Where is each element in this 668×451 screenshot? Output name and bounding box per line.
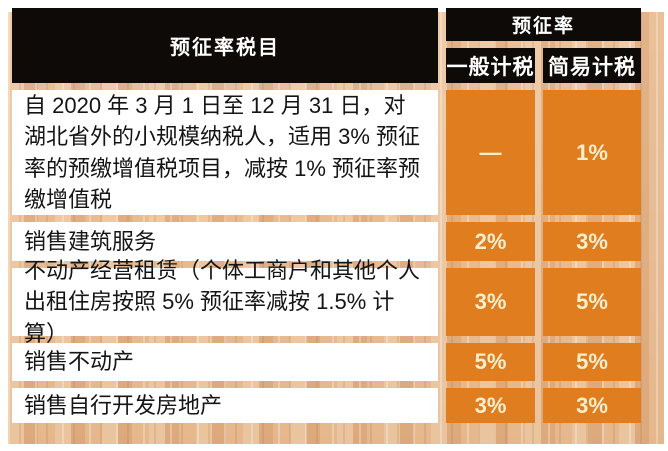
rate-cell-simplified: 3% <box>543 388 641 423</box>
rate-cell-general: 2% <box>446 222 535 261</box>
rate-cell-general: 3% <box>446 388 535 423</box>
rate-cell-simplified: 5% <box>543 268 641 336</box>
header-general-taxation: 一般计税 <box>446 48 535 83</box>
withholding-rate-table: 预征率税目 预征率 一般计税 简易计税 自 2020 年 3 月 1 日至 12… <box>12 8 641 423</box>
table-row-item: 自 2020 年 3 月 1 日至 12 月 31 日，对湖北省外的小规模纳税人… <box>12 90 438 215</box>
rate-cell-simplified: 1% <box>543 90 641 215</box>
table-row-item: 销售自行开发房地产 <box>12 388 438 423</box>
header-rate-group: 预征率 <box>446 8 641 41</box>
rate-cell-general: 5% <box>446 343 535 381</box>
rate-cell-general: — <box>446 90 535 215</box>
table-row-item: 销售不动产 <box>12 343 438 381</box>
rate-cell-general: 3% <box>446 268 535 336</box>
rate-cell-simplified: 3% <box>543 222 641 261</box>
table-row-item: 销售建筑服务 <box>12 222 438 261</box>
header-simplified-taxation: 简易计税 <box>543 48 641 83</box>
header-items-column: 预征率税目 <box>12 8 438 83</box>
rate-cell-simplified: 5% <box>543 343 641 381</box>
table-row-item: 不动产经营租赁（个体工商户和其他个人出租住房按照 5% 预征率减按 1.5% 计… <box>12 258 438 346</box>
